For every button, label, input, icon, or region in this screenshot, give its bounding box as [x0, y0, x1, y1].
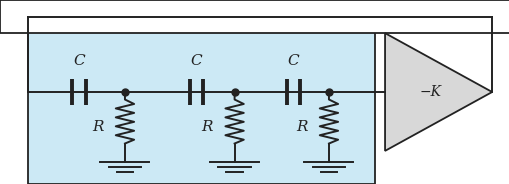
Text: −K: −K	[418, 85, 440, 99]
Text: R: R	[295, 120, 307, 134]
Bar	[0, 0, 509, 33]
Text: C: C	[287, 54, 298, 68]
Text: R: R	[201, 120, 213, 134]
Text: C: C	[190, 54, 202, 68]
Text: R: R	[92, 120, 103, 134]
Bar	[28, 22, 374, 184]
Polygon shape	[384, 33, 491, 151]
Text: C: C	[73, 54, 84, 68]
